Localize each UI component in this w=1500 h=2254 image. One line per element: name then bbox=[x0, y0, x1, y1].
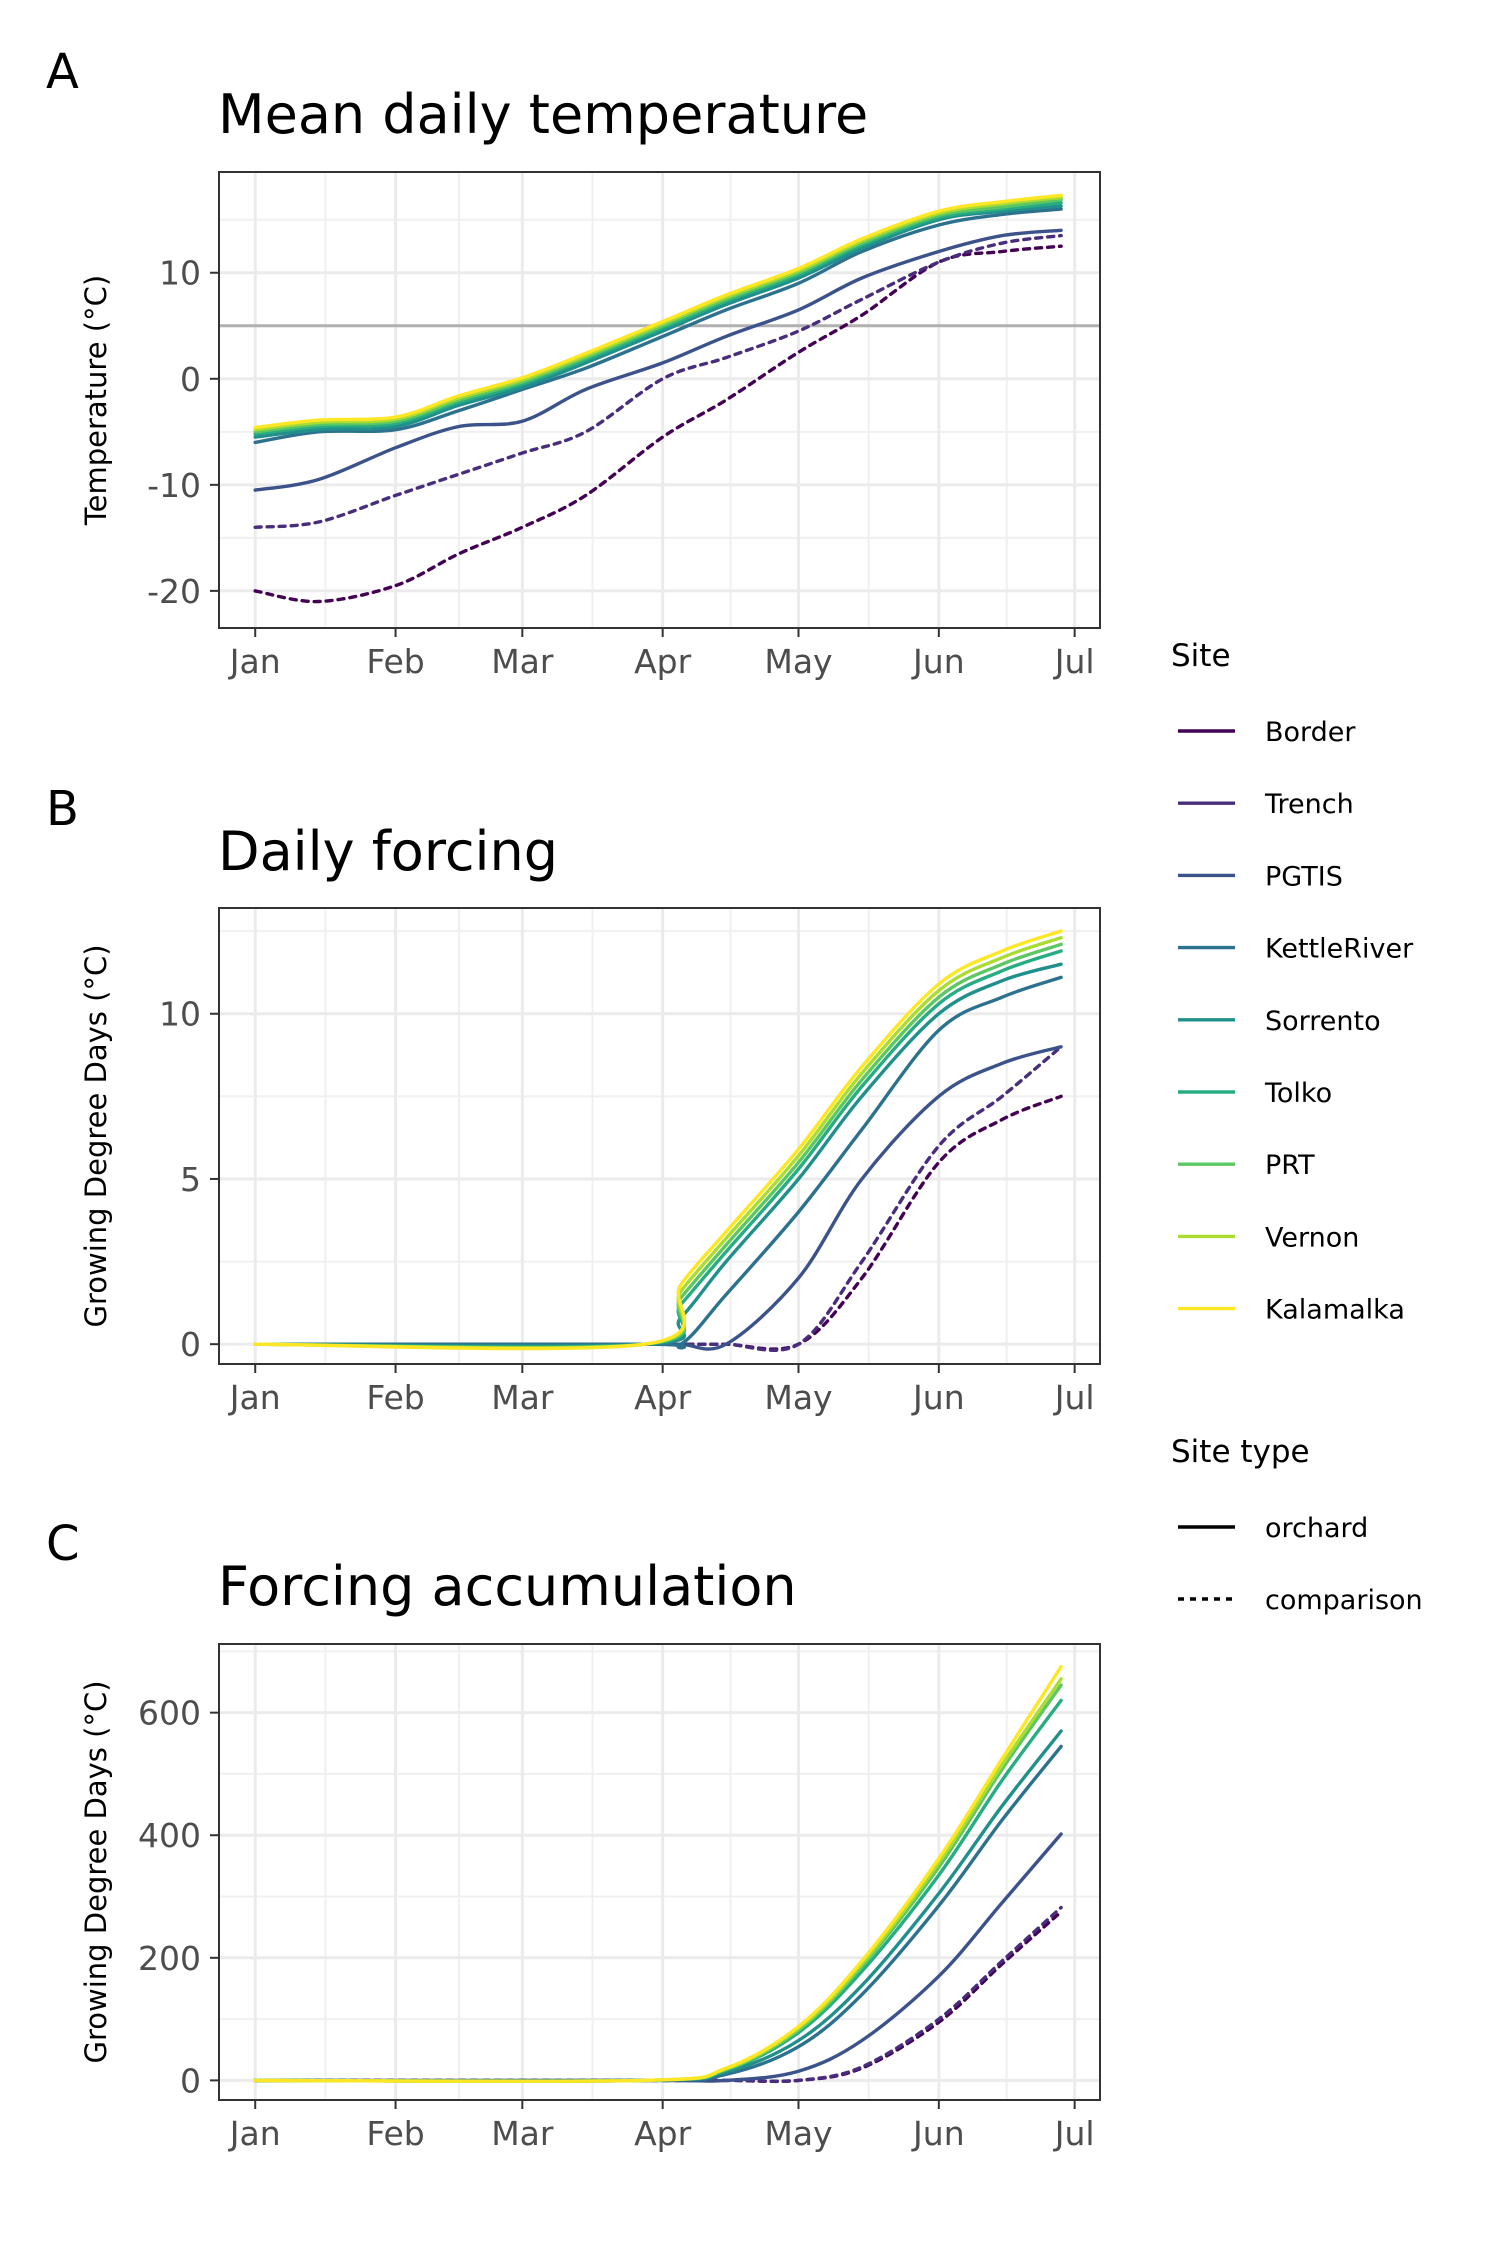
x-tick-label: Jan bbox=[228, 2114, 281, 2153]
y-tick-label: 10 bbox=[159, 254, 201, 293]
series-line-vernon bbox=[253, 195, 1063, 432]
y-tick-label: -20 bbox=[147, 572, 201, 611]
x-tick-label: May bbox=[764, 2114, 832, 2153]
y-tick-label: -10 bbox=[147, 466, 201, 505]
legend-label-sorrento: Sorrento bbox=[1265, 1006, 1381, 1037]
panel-letter: B bbox=[46, 781, 79, 837]
series-line-pgtis bbox=[253, 228, 1063, 492]
y-tick-label: 200 bbox=[138, 1939, 201, 1978]
series-line-sorrento bbox=[253, 204, 1063, 439]
x-tick-label: Jan bbox=[228, 642, 281, 681]
series-line-kalamalka bbox=[253, 1665, 1063, 2083]
x-tick-label: Jun bbox=[911, 642, 965, 681]
legend-label-prt: PRT bbox=[1265, 1150, 1315, 1181]
y-tick-label: 5 bbox=[180, 1160, 201, 1199]
y-tick-label: 0 bbox=[180, 1325, 201, 1364]
y-axis-title: Growing Degree Days (°C) bbox=[79, 944, 113, 1327]
plot-background bbox=[219, 908, 1100, 1364]
plot-background bbox=[219, 172, 1100, 628]
panel-title: Mean daily temperature bbox=[218, 83, 868, 146]
series-line-tolko bbox=[253, 201, 1063, 436]
y-tick-label: 400 bbox=[138, 1816, 201, 1855]
y-tick-label: 0 bbox=[180, 2061, 201, 2100]
x-tick-label: Jul bbox=[1053, 642, 1095, 681]
panel-border bbox=[218, 907, 1101, 1365]
series-line-kettleriver bbox=[253, 207, 1063, 445]
series-group bbox=[253, 929, 1063, 1352]
x-tick-label: Jan bbox=[228, 1378, 281, 1417]
legend-label-pgtis: PGTIS bbox=[1265, 861, 1343, 892]
legend: Site Border Trench PGTIS KettleRiver Sorrento… bbox=[1171, 638, 1423, 1616]
y-tick-label: 600 bbox=[138, 1694, 201, 1733]
legend-label-border: Border bbox=[1265, 717, 1356, 748]
y-axis-title: Temperature (°C) bbox=[79, 275, 113, 526]
x-tick-label: Mar bbox=[491, 2114, 554, 2153]
series-line-kalamalka bbox=[253, 929, 1063, 1351]
panel-letter: C bbox=[46, 1516, 80, 1572]
x-tick-label: Apr bbox=[634, 642, 692, 681]
x-tick-label: Feb bbox=[366, 2114, 424, 2153]
panel-border bbox=[218, 1643, 1101, 2101]
x-tick-label: Jun bbox=[911, 1378, 965, 1417]
panel-title: Forcing accumulation bbox=[218, 1555, 797, 1618]
x-tick-label: Apr bbox=[634, 1378, 692, 1417]
panel-a: A Mean daily temperature Jan Feb Mar Apr May Ju… bbox=[46, 44, 1101, 681]
x-tick-label: May bbox=[764, 642, 832, 681]
x-tick-label: Jul bbox=[1053, 2114, 1095, 2153]
x-tick-label: Feb bbox=[366, 1378, 424, 1417]
x-tick-label: Jul bbox=[1053, 1378, 1095, 1417]
legend-label-tolko: Tolko bbox=[1264, 1078, 1332, 1109]
x-tick-label: Jun bbox=[911, 2114, 965, 2153]
panel-b: B Daily forcing Jan Feb Mar Apr May Jun Jul 0 5 10 G… bbox=[46, 781, 1101, 1417]
legend-label-orchard: orchard bbox=[1265, 1513, 1368, 1544]
y-axis-title: Growing Degree Days (°C) bbox=[79, 1680, 113, 2063]
legend-label-comparison: comparison bbox=[1265, 1585, 1423, 1616]
panel-border bbox=[218, 171, 1101, 629]
legend-label-kalamalka: Kalamalka bbox=[1265, 1295, 1405, 1326]
legend-title-site-type: Site type bbox=[1171, 1434, 1310, 1470]
series-line-prt bbox=[253, 197, 1063, 434]
x-tick-label: May bbox=[764, 1378, 832, 1417]
panel-title: Daily forcing bbox=[218, 820, 558, 883]
panel-letter: A bbox=[46, 44, 79, 100]
x-tick-label: Feb bbox=[366, 642, 424, 681]
legend-title-site: Site bbox=[1171, 638, 1231, 674]
panel-c: C Forcing accumulation Jan Feb Mar Apr May Jun J… bbox=[46, 1516, 1101, 2153]
legend-label-vernon: Vernon bbox=[1265, 1222, 1359, 1253]
series-line-kalamalka bbox=[253, 193, 1063, 430]
y-tick-label: 0 bbox=[180, 360, 201, 399]
series-group bbox=[253, 193, 1063, 604]
series-line-trench bbox=[253, 233, 1063, 529]
y-tick-label: 10 bbox=[159, 995, 201, 1034]
x-tick-label: Apr bbox=[634, 2114, 692, 2153]
x-tick-label: Mar bbox=[491, 1378, 554, 1417]
series-group bbox=[253, 1665, 1063, 2084]
legend-label-trench: Trench bbox=[1264, 789, 1354, 820]
x-tick-label: Mar bbox=[491, 642, 554, 681]
legend-label-kettleriver: KettleRiver bbox=[1265, 934, 1414, 965]
